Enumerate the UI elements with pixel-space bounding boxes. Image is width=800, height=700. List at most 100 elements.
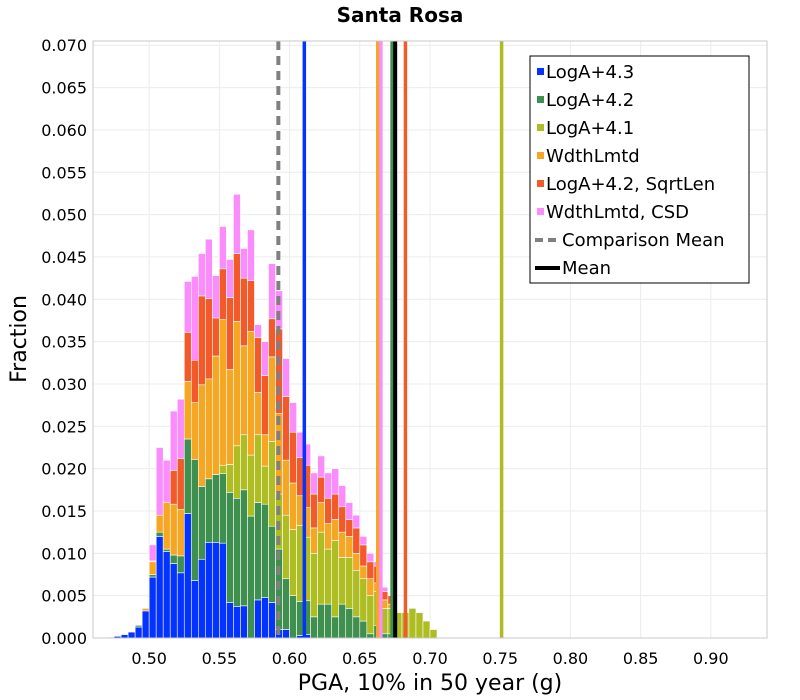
bar-segment <box>254 502 262 601</box>
bar-segment <box>268 602 276 639</box>
bar-segment <box>324 472 333 499</box>
bar-segment <box>338 485 347 508</box>
y-tick-label: 0.055 <box>41 163 87 182</box>
y-axis-ticks: 0.000 0.005 0.010 0.015 0.020 0.025 0.030 0.035… <box>41 36 87 648</box>
x-tick-label: 0.50 <box>131 649 167 668</box>
bar-segment <box>219 473 227 544</box>
bar-segment <box>148 561 157 575</box>
bar-segment <box>261 465 269 505</box>
bar-segment <box>127 631 136 639</box>
bar-segment <box>366 578 375 596</box>
bar-segment <box>212 474 220 543</box>
bar-segment <box>205 298 213 380</box>
bar-segment <box>198 486 206 560</box>
bar-segment <box>429 629 438 639</box>
bar-segment <box>282 514 290 580</box>
bar-segment <box>366 561 375 580</box>
bar-segment <box>198 253 206 297</box>
y-tick-label: 0.035 <box>41 333 87 352</box>
bar-segment <box>247 280 255 332</box>
bar-segment <box>359 578 368 622</box>
bar-segment <box>169 563 178 639</box>
bar-segment <box>254 392 262 436</box>
bar-segment <box>317 603 325 639</box>
bar-segment <box>261 375 269 436</box>
bar-segment <box>268 318 276 358</box>
bar-segment <box>317 455 325 478</box>
bar-segment <box>352 514 361 529</box>
bar-segment <box>219 226 227 270</box>
bar-segment <box>219 542 227 639</box>
bar-segment <box>205 238 213 299</box>
bar-segment <box>155 536 164 639</box>
legend-label: LogA+4.3 <box>546 62 634 83</box>
bar-segment <box>282 629 290 639</box>
x-tick-label: 0.65 <box>342 649 378 668</box>
bar-segment <box>359 544 368 567</box>
bar-segment <box>183 332 192 382</box>
bar-segment <box>415 612 424 639</box>
bar-segment <box>233 193 241 254</box>
bar-segment <box>162 459 171 503</box>
bar-segment <box>359 565 368 580</box>
bar-segment <box>296 525 304 602</box>
bar-segment <box>366 553 375 563</box>
bar-segment <box>176 555 185 574</box>
bar-segment <box>233 606 241 639</box>
bar-segment <box>254 337 262 393</box>
bar-segment <box>247 454 255 517</box>
chart-title: Santa Rosa <box>337 3 464 27</box>
bar-segment <box>268 263 276 320</box>
bar-segment <box>289 402 297 433</box>
y-tick-label: 0.045 <box>41 248 87 267</box>
bar-segment <box>338 506 347 533</box>
bar-segment <box>212 542 220 639</box>
bar-segment <box>268 441 276 527</box>
bar-segment <box>331 519 340 541</box>
bar-segment <box>155 514 164 533</box>
bar-segment <box>190 276 199 361</box>
bar-segment <box>148 544 157 562</box>
bar-segment <box>317 502 325 533</box>
bar-segment <box>310 616 318 639</box>
bar-segment <box>205 478 213 543</box>
bar-segment <box>183 438 192 514</box>
x-tick-label: 0.90 <box>693 649 729 668</box>
bar-segment <box>282 459 290 516</box>
bar-segment <box>219 268 227 320</box>
bar-segment <box>310 527 318 554</box>
bar-segment <box>190 459 199 581</box>
legend-swatch <box>537 152 544 159</box>
legend-swatch <box>537 68 544 75</box>
bar-segment <box>169 470 178 505</box>
bar-segment <box>134 626 143 639</box>
y-tick-label: 0.070 <box>41 36 87 55</box>
bar-segment <box>198 384 206 487</box>
bar-segment <box>176 572 185 639</box>
bar-segment <box>268 525 276 603</box>
bar-segment <box>226 602 234 639</box>
bar-segment <box>324 497 333 524</box>
bar-segment <box>226 259 234 298</box>
bar-segment <box>324 523 333 550</box>
legend-label: Comparison Mean <box>562 230 725 251</box>
legend-box <box>529 55 750 284</box>
bar-segment <box>261 503 269 598</box>
legend-swatch <box>537 96 544 103</box>
bar-segment <box>148 576 157 639</box>
bar-segment <box>296 431 304 458</box>
bar-segment <box>198 558 206 639</box>
bar-segment <box>331 540 340 618</box>
bar-segment <box>310 553 318 618</box>
x-tick-label: 0.60 <box>272 649 308 668</box>
bar-segment <box>422 620 431 639</box>
bar-segment <box>345 519 354 537</box>
bar-segment <box>155 531 164 537</box>
x-tick-label: 0.75 <box>482 649 518 668</box>
bar-segment <box>205 542 213 639</box>
bar-segment <box>162 502 171 550</box>
legend-label: Mean <box>562 258 611 279</box>
bar-segment <box>317 476 325 503</box>
bar-segment <box>176 398 185 459</box>
